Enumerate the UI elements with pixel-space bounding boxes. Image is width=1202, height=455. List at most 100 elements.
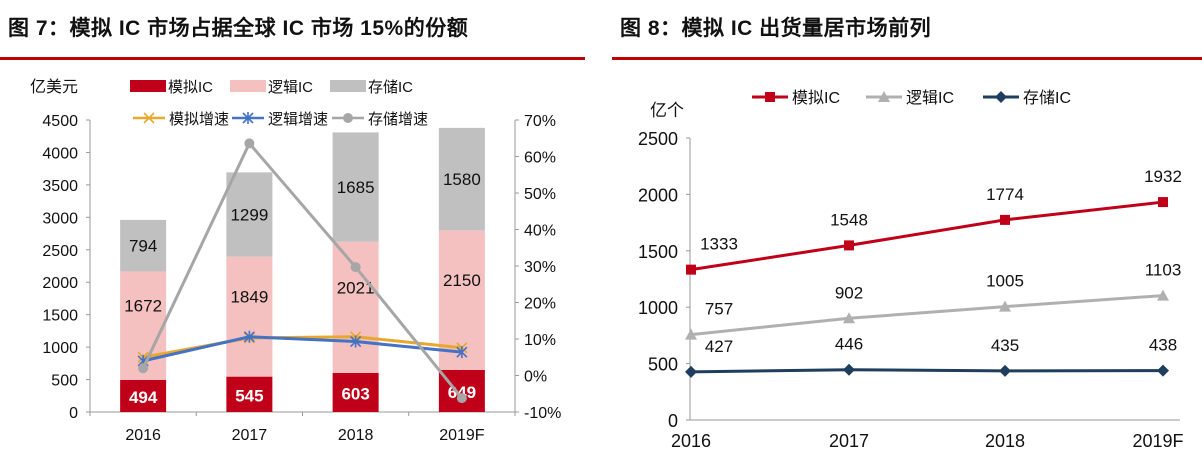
data-label: 1774 <box>986 185 1024 204</box>
data-label: 1103 <box>1145 261 1182 280</box>
y-tick-label: 2000 <box>42 275 78 292</box>
y-tick-label: 0 <box>668 411 678 431</box>
data-label: 1548 <box>830 210 868 229</box>
x-tick-label: 2016 <box>125 427 161 444</box>
data-label: 438 <box>1149 336 1177 355</box>
bar-2 <box>332 132 379 242</box>
y2-tick-label: 70% <box>524 113 556 130</box>
x-tick-label: 2018 <box>338 427 374 444</box>
data-label: 545 <box>235 386 263 405</box>
growth-marker <box>456 346 468 359</box>
x-tick-label: 2019F <box>439 427 485 444</box>
growth-line-2 <box>141 140 464 400</box>
legend-marker <box>343 113 353 123</box>
bar-1 <box>332 241 379 373</box>
legend-label: 模拟IC <box>792 89 840 107</box>
data-point <box>1157 364 1169 377</box>
data-label: 794 <box>129 237 157 256</box>
bar-0 <box>332 372 379 412</box>
legend-label: 模拟增速 <box>169 111 229 128</box>
bar-1 <box>226 256 273 377</box>
legend-swatch <box>130 80 166 92</box>
data-point <box>1000 214 1010 225</box>
data-label: 2150 <box>443 271 481 290</box>
y-tick-label: 2500 <box>638 129 678 149</box>
data-label: 902 <box>835 283 863 302</box>
data-label: 603 <box>341 384 369 403</box>
data-point <box>685 328 697 340</box>
data-label: 1849 <box>230 288 268 307</box>
legend-swatch <box>330 80 366 92</box>
y-tick-label: 3500 <box>42 178 78 195</box>
x-tick-label: 2017 <box>232 427 268 444</box>
growth-marker <box>243 330 255 343</box>
y-tick-label: 500 <box>648 355 678 375</box>
data-point <box>686 264 696 275</box>
growth-marker <box>350 335 362 348</box>
data-point <box>843 312 855 324</box>
x-tick-label: 2019F <box>1132 431 1183 451</box>
series-line-1 <box>690 294 1164 337</box>
legend-label: 存储IC <box>368 79 413 96</box>
growth-marker <box>456 393 467 404</box>
y-tick-label: 1000 <box>638 298 678 318</box>
y-tick-label: 1500 <box>42 308 78 325</box>
y-tick-label: 3000 <box>42 210 78 227</box>
legend-marker <box>995 91 1007 103</box>
legend-label: 存储IC <box>1023 89 1071 107</box>
y-axis-title: 亿美元 <box>30 78 78 96</box>
data-label: 1580 <box>443 170 481 189</box>
y-tick-label: 4000 <box>42 145 78 162</box>
data-point <box>844 240 854 251</box>
legend-marker <box>242 112 254 124</box>
legend-swatch <box>230 80 266 92</box>
data-point <box>999 364 1011 377</box>
y2-tick-label: 60% <box>524 150 556 167</box>
y-tick-label: 500 <box>51 373 78 390</box>
y2-tick-label: -10% <box>524 405 561 422</box>
legend-marker <box>878 91 890 102</box>
y2-tick-label: 0% <box>524 369 547 386</box>
data-point <box>999 300 1011 312</box>
bar-0 <box>226 376 273 412</box>
data-label: 1672 <box>124 297 162 316</box>
y-tick-label: 1000 <box>42 340 78 357</box>
data-label: 1005 <box>986 272 1024 291</box>
bar-2 <box>438 127 485 231</box>
legend-marker <box>143 112 155 124</box>
x-tick-label: 2017 <box>829 431 869 451</box>
y-tick-label: 0 <box>69 405 78 422</box>
legend-label: 存储增速 <box>368 111 428 128</box>
title-rule <box>612 57 1202 60</box>
figure-8-title: 图 8：模拟 IC 出货量居市场前列 <box>620 17 932 40</box>
legend-marker <box>765 92 775 102</box>
y-tick-label: 2500 <box>42 243 78 260</box>
series-line-0 <box>690 200 1164 272</box>
data-label: 435 <box>991 336 1019 355</box>
legend-label: 逻辑增速 <box>268 111 328 128</box>
data-label: 1299 <box>230 206 268 225</box>
y-axis-title: 亿个 <box>650 101 684 120</box>
y2-tick-label: 20% <box>524 296 556 313</box>
data-point <box>1157 289 1169 301</box>
growth-marker <box>350 262 361 273</box>
y2-tick-label: 40% <box>524 223 556 240</box>
growth-line-1 <box>142 335 463 363</box>
data-label: 494 <box>129 388 158 407</box>
data-label: 1932 <box>1144 167 1182 186</box>
series-line-2 <box>690 368 1164 374</box>
y-tick-label: 1500 <box>638 242 678 262</box>
y2-tick-label: 10% <box>524 332 556 349</box>
data-label: 757 <box>705 300 733 319</box>
data-label: 427 <box>705 337 733 356</box>
bar-2 <box>226 172 273 257</box>
legend-label: 模拟IC <box>168 79 213 96</box>
data-label: 446 <box>835 335 863 354</box>
legend-label: 逻辑IC <box>268 79 313 96</box>
data-label: 1685 <box>337 178 375 197</box>
x-tick-label: 2016 <box>671 431 711 451</box>
data-label: 2021 <box>337 278 375 297</box>
data-point <box>685 365 697 378</box>
